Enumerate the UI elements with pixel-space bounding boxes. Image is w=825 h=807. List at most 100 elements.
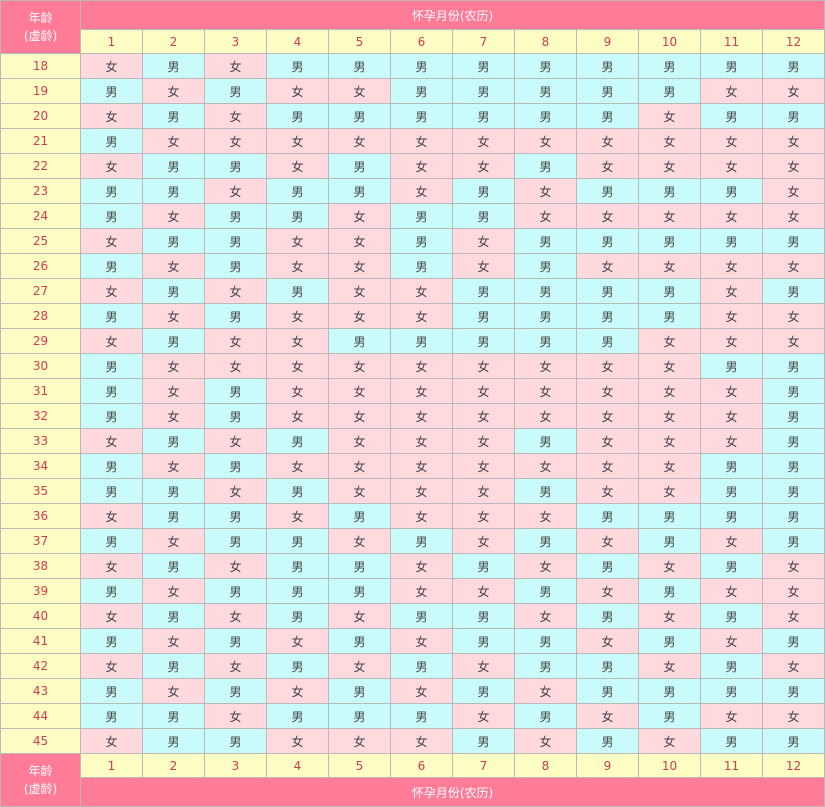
boy-cell: 男 (80, 478, 143, 504)
girl-cell: 女 (452, 378, 515, 404)
girl-cell: 女 (142, 303, 205, 329)
girl-cell: 女 (204, 353, 267, 379)
boy-cell: 男 (576, 278, 639, 304)
header-month-12: 12 (761, 29, 825, 54)
girl-cell: 女 (80, 603, 143, 629)
girl-cell: 女 (576, 128, 639, 154)
boy-cell: 男 (700, 478, 763, 504)
age-cell: 24 (0, 203, 81, 229)
boy-cell: 男 (142, 553, 205, 579)
girl-cell: 女 (80, 278, 143, 304)
girl-cell: 女 (266, 78, 329, 104)
month-footer-title: 怀孕月份(农历) (79, 777, 825, 807)
age-cell: 40 (0, 603, 81, 629)
age-cell: 37 (0, 528, 81, 554)
header-month-2: 2 (142, 29, 205, 54)
girl-cell: 女 (452, 403, 515, 429)
age-cell: 31 (0, 378, 81, 404)
boy-cell: 男 (266, 178, 329, 204)
age-header-label: 年龄 (28, 11, 53, 25)
table-row: 39 男女男男男女女男女男女女 (0, 578, 825, 604)
footer-month-7: 7 (452, 753, 515, 778)
boy-cell: 男 (80, 703, 143, 729)
girl-cell: 女 (80, 728, 143, 754)
girl-cell: 女 (390, 403, 453, 429)
boy-cell: 男 (761, 403, 825, 429)
boy-cell: 男 (576, 678, 639, 704)
boy-cell: 男 (576, 503, 639, 529)
girl-cell: 女 (576, 578, 639, 604)
boy-cell: 男 (452, 178, 515, 204)
boy-cell: 男 (328, 503, 391, 529)
boy-cell: 男 (390, 203, 453, 229)
girl-cell: 女 (638, 253, 701, 279)
boy-cell: 男 (700, 503, 763, 529)
girl-cell: 女 (142, 528, 205, 554)
boy-cell: 男 (204, 378, 267, 404)
girl-cell: 女 (328, 203, 391, 229)
girl-cell: 女 (328, 278, 391, 304)
boy-cell: 男 (266, 103, 329, 129)
girl-cell: 女 (638, 353, 701, 379)
boy-cell: 男 (328, 178, 391, 204)
girl-cell: 女 (204, 328, 267, 354)
boy-cell: 男 (390, 78, 453, 104)
table-row: 20 女男女男男男男男男女男男 (0, 103, 825, 129)
boy-cell: 男 (514, 328, 577, 354)
boy-cell: 男 (700, 178, 763, 204)
table-row: 34 男女男女女女女女女女男男 (0, 453, 825, 479)
boy-cell: 男 (700, 53, 763, 79)
boy-cell: 男 (514, 703, 577, 729)
girl-cell: 女 (576, 628, 639, 654)
month-header-title: 怀孕月份(农历) (79, 0, 825, 30)
age-cell: 19 (0, 78, 81, 104)
boy-cell: 男 (204, 303, 267, 329)
boy-cell: 男 (761, 453, 825, 479)
boy-cell: 男 (638, 303, 701, 329)
boy-cell: 男 (390, 103, 453, 129)
girl-cell: 女 (514, 353, 577, 379)
footer-month-8: 8 (514, 753, 577, 778)
boy-cell: 男 (80, 678, 143, 704)
boy-cell: 男 (514, 103, 577, 129)
boy-cell: 男 (266, 528, 329, 554)
girl-cell: 女 (514, 128, 577, 154)
girl-cell: 女 (204, 703, 267, 729)
boy-cell: 男 (576, 78, 639, 104)
girl-cell: 女 (266, 228, 329, 254)
boy-cell: 男 (142, 728, 205, 754)
girl-cell: 女 (266, 328, 329, 354)
girl-cell: 女 (204, 278, 267, 304)
table-row: 43 男女男女男女男女男男男男 (0, 678, 825, 704)
table-row: 21 男女女女女女女女女女女女 (0, 128, 825, 154)
boy-cell: 男 (452, 678, 515, 704)
girl-cell: 女 (204, 128, 267, 154)
girl-cell: 女 (761, 653, 825, 679)
boy-cell: 男 (514, 228, 577, 254)
boy-cell: 男 (761, 478, 825, 504)
girl-cell: 女 (390, 553, 453, 579)
girl-cell: 女 (328, 453, 391, 479)
age-cell: 22 (0, 153, 81, 179)
boy-cell: 男 (204, 528, 267, 554)
boy-cell: 男 (638, 528, 701, 554)
girl-cell: 女 (638, 403, 701, 429)
age-cell: 41 (0, 628, 81, 654)
girl-cell: 女 (266, 303, 329, 329)
girl-cell: 女 (638, 478, 701, 504)
boy-cell: 男 (328, 103, 391, 129)
girl-cell: 女 (700, 428, 763, 454)
girl-cell: 女 (761, 553, 825, 579)
table-row: 19 男女男女女男男男男男女女 (0, 78, 825, 104)
girl-cell: 女 (390, 428, 453, 454)
boy-cell: 男 (80, 78, 143, 104)
footer-month-6: 6 (390, 753, 453, 778)
table-row: 41 男女男女男女男男女男女男 (0, 628, 825, 654)
girl-cell: 女 (204, 428, 267, 454)
girl-cell: 女 (514, 178, 577, 204)
girl-cell: 女 (266, 128, 329, 154)
boy-cell: 男 (761, 353, 825, 379)
girl-cell: 女 (390, 503, 453, 529)
girl-cell: 女 (638, 428, 701, 454)
